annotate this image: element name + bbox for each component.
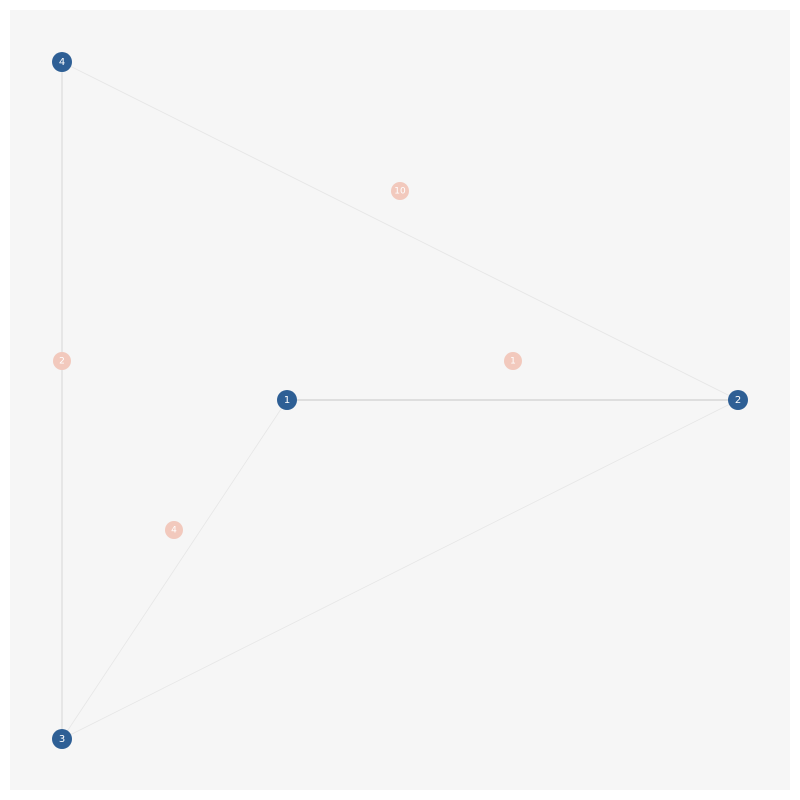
weight-badge [504,352,522,370]
node-4[interactable]: 4 [52,52,72,72]
node-label: 1 [284,395,290,406]
node-circle[interactable] [52,52,72,72]
nodes-layer: 1 2 3 4 [52,52,748,749]
edge-2-3 [61,399,739,740]
node-2[interactable]: 2 [728,390,748,410]
weight-label: 10 [394,187,406,197]
node-3[interactable]: 3 [52,729,72,749]
node-label: 4 [59,57,65,68]
node-label: 3 [59,734,65,745]
weight-badge [165,521,183,539]
edge-weight-3-4: 2 [53,352,71,370]
node-label: 2 [735,395,741,406]
edge-1-3 [61,399,288,740]
edge-weight-2-4: 10 [391,182,409,200]
weight-badge [391,182,409,200]
edges-layer [61,61,739,740]
weight-label: 4 [171,526,177,536]
edge-2-4 [61,61,739,401]
graph-diagram: 1 4 10 2 1 2 3 4 [52,52,748,749]
weight-label: 2 [59,357,65,367]
node-1[interactable]: 1 [277,390,297,410]
node-circle[interactable] [277,390,297,410]
edge-weight-1-3: 4 [165,521,183,539]
graph-canvas: 1 4 10 2 1 2 3 4 [10,10,790,790]
weight-badge [53,352,71,370]
node-circle[interactable] [52,729,72,749]
edge-weights-layer: 1 4 10 2 [53,182,522,539]
edge-weight-1-2: 1 [504,352,522,370]
node-circle[interactable] [728,390,748,410]
weight-label: 1 [510,357,516,367]
